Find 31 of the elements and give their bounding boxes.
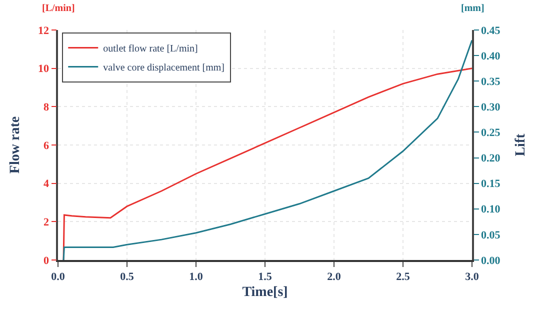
text: [mm]: [461, 3, 484, 14]
y2-tick-label: 0.35: [480, 76, 501, 88]
x-tick-label: 3.0: [465, 270, 480, 283]
text: [L/min]: [42, 3, 75, 14]
y-tick-label: 4: [44, 178, 50, 190]
x-tick-label: 2.5: [396, 270, 410, 283]
x-tick-label: 1.5: [258, 270, 272, 283]
legend-label: valve core displacement [mm]: [103, 62, 224, 74]
y-tick-label: 10: [38, 63, 50, 76]
y-tick-label: 12: [38, 24, 50, 37]
y-tick-label: 8: [44, 102, 50, 114]
x-tick-label: 2.0: [327, 270, 342, 283]
y-tick-label: 2: [44, 216, 50, 229]
y-tick-label: 6: [44, 140, 50, 152]
y-axis-title: Flow rate: [8, 116, 24, 174]
x-tick-label: 0.0: [51, 270, 66, 283]
y-tick-label: 0: [44, 254, 50, 267]
y2-tick-label: 0.40: [480, 50, 501, 62]
y2-tick-label: 0.15: [480, 178, 501, 190]
y2-tick-label: 0.10: [480, 204, 501, 216]
legend-label: outlet flow rate [L/min]: [103, 44, 198, 55]
x-axis-title: Time[s]: [242, 284, 288, 300]
y2-axis-title: Lift: [514, 133, 528, 156]
x-tick-label: 1.0: [189, 270, 204, 283]
y2-tick-label: 0.25: [480, 127, 501, 140]
y2-tick-label: 0.30: [480, 102, 501, 114]
y2-tick-label: 0.20: [480, 152, 501, 165]
x-tick-label: 0.5: [120, 270, 134, 283]
y2-tick-label: 0.45: [480, 24, 501, 37]
y2-tick-label: 0.00: [480, 254, 501, 267]
y2-tick-label: 0.05: [480, 229, 501, 242]
